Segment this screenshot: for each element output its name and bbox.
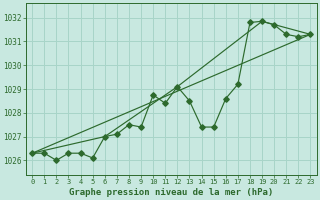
X-axis label: Graphe pression niveau de la mer (hPa): Graphe pression niveau de la mer (hPa) [69, 188, 274, 197]
